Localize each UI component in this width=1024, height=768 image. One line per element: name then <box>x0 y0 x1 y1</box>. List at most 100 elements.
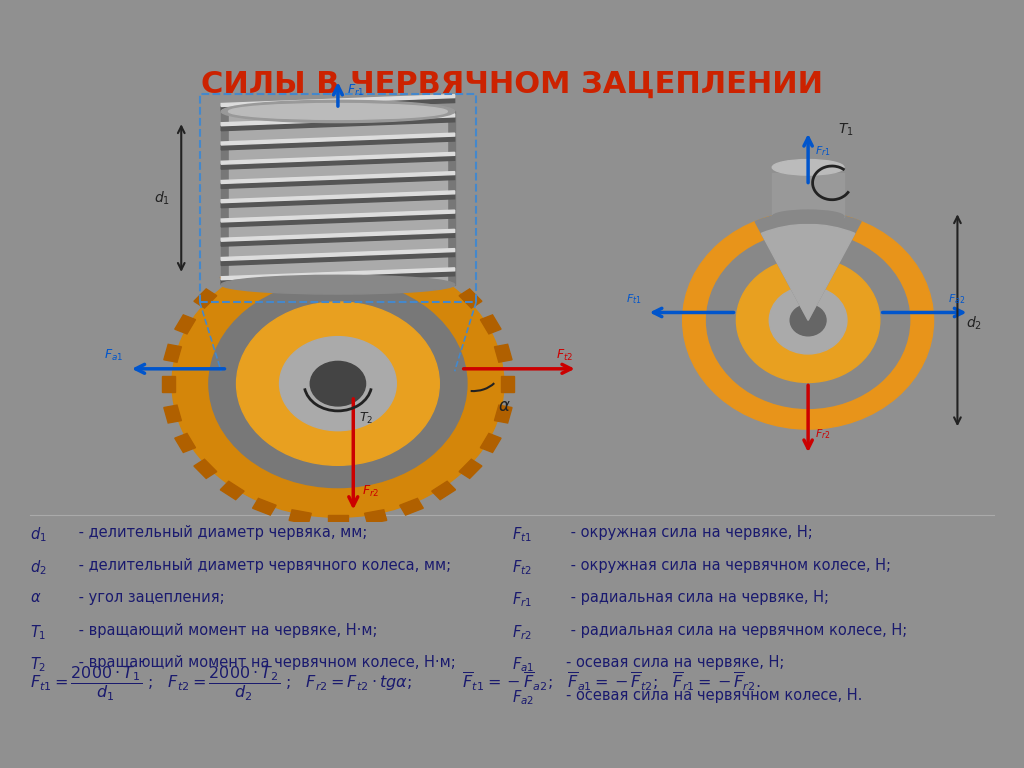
Polygon shape <box>221 194 455 207</box>
Circle shape <box>280 336 396 431</box>
Polygon shape <box>220 268 244 286</box>
Text: - радиальная сила на червяке, Н;: - радиальная сила на червяке, Н; <box>566 591 829 605</box>
Text: $F_{r2}$: $F_{r2}$ <box>512 623 532 641</box>
Polygon shape <box>253 252 276 269</box>
Polygon shape <box>495 344 512 362</box>
Polygon shape <box>289 510 311 524</box>
Text: - делительный диаметр червяка, мм;: - делительный диаметр червяка, мм; <box>74 525 367 541</box>
Text: $T_1$: $T_1$ <box>31 623 47 641</box>
Circle shape <box>683 211 934 429</box>
Polygon shape <box>221 213 455 227</box>
Text: - делительный диаметр червячного колеса, мм;: - делительный диаметр червячного колеса,… <box>74 558 451 573</box>
Polygon shape <box>194 289 217 308</box>
Polygon shape <box>365 510 387 524</box>
Text: - осевая сила на червячном колесе, Н.: - осевая сила на червячном колесе, Н. <box>566 688 862 703</box>
Circle shape <box>769 286 847 354</box>
Bar <box>228 111 447 285</box>
Bar <box>200 94 476 302</box>
Text: - окружная сила на червяке, Н;: - окружная сила на червяке, Н; <box>566 525 813 541</box>
Text: $F_{r1}$: $F_{r1}$ <box>815 144 831 158</box>
Circle shape <box>707 232 909 409</box>
Text: - угол зацепления;: - угол зацепления; <box>74 591 224 605</box>
Text: $F_{t1}$: $F_{t1}$ <box>512 525 531 544</box>
Polygon shape <box>328 515 348 526</box>
Ellipse shape <box>772 160 844 175</box>
Text: $\alpha$: $\alpha$ <box>498 397 510 415</box>
Ellipse shape <box>221 101 455 123</box>
Bar <box>772 173 844 217</box>
Text: $T_2$: $T_2$ <box>31 655 47 674</box>
Polygon shape <box>221 155 455 169</box>
Polygon shape <box>289 243 311 257</box>
Polygon shape <box>164 406 181 423</box>
Polygon shape <box>221 249 455 260</box>
Circle shape <box>736 258 880 382</box>
Bar <box>221 111 455 285</box>
Polygon shape <box>221 133 455 145</box>
Text: $F_{a2}$: $F_{a2}$ <box>948 292 966 306</box>
Wedge shape <box>762 224 855 320</box>
Polygon shape <box>328 242 348 253</box>
Text: СИЛЫ В ЧЕРВЯЧНОМ ЗАЦЕПЛЕНИИ: СИЛЫ В ЧЕРВЯЧНОМ ЗАЦЕПЛЕНИИ <box>201 70 823 98</box>
Text: $d_2$: $d_2$ <box>967 315 982 333</box>
Polygon shape <box>221 271 455 285</box>
Polygon shape <box>221 152 455 164</box>
Text: $F_{r2}$: $F_{r2}$ <box>362 484 380 499</box>
Text: $d_1$: $d_1$ <box>154 190 170 207</box>
Circle shape <box>237 302 439 465</box>
Text: $d_2$: $d_2$ <box>31 558 47 577</box>
Polygon shape <box>221 98 455 111</box>
Text: $F_{a1}$: $F_{a1}$ <box>104 348 124 363</box>
Polygon shape <box>221 114 455 126</box>
Polygon shape <box>221 117 455 131</box>
Polygon shape <box>221 252 455 266</box>
Polygon shape <box>220 482 244 500</box>
Polygon shape <box>432 482 456 500</box>
Polygon shape <box>221 174 455 188</box>
Circle shape <box>209 280 467 488</box>
Polygon shape <box>221 136 455 150</box>
Ellipse shape <box>228 104 447 119</box>
Text: $F_{r1}$: $F_{r1}$ <box>512 591 532 609</box>
Polygon shape <box>221 191 455 203</box>
Polygon shape <box>164 344 181 362</box>
Polygon shape <box>432 268 456 286</box>
Polygon shape <box>480 433 501 452</box>
Text: $F_{t1} = \dfrac{2000 \cdot T_1}{d_1}$ ;   $F_{t2} = \dfrac{2000 \cdot T_2}{d_2}: $F_{t1} = \dfrac{2000 \cdot T_1}{d_1}$ ;… <box>31 665 761 703</box>
Text: $F_{a2}$: $F_{a2}$ <box>512 688 535 707</box>
Text: $F_{r2}$: $F_{r2}$ <box>815 427 831 441</box>
Polygon shape <box>194 459 217 478</box>
Text: $T_2$: $T_2$ <box>359 411 374 426</box>
Text: $T_1$: $T_1$ <box>838 121 854 138</box>
Polygon shape <box>221 171 455 184</box>
Polygon shape <box>399 252 423 269</box>
Text: - радиальная сила на червячном колесе, Н;: - радиальная сила на червячном колесе, Н… <box>566 623 907 637</box>
Circle shape <box>172 250 504 518</box>
Text: $F_{r1}$: $F_{r1}$ <box>347 83 365 98</box>
Text: $\alpha$: $\alpha$ <box>31 591 42 605</box>
Polygon shape <box>480 315 501 334</box>
Polygon shape <box>175 433 196 452</box>
Ellipse shape <box>221 275 455 294</box>
Polygon shape <box>221 230 455 241</box>
Text: $F_{a1}$: $F_{a1}$ <box>512 655 535 674</box>
Circle shape <box>791 305 826 336</box>
Polygon shape <box>365 243 387 257</box>
Text: - осевая сила на червяке, Н;: - осевая сила на червяке, Н; <box>566 655 784 670</box>
Polygon shape <box>162 376 175 392</box>
Text: - вращающий момент на червяке, Н·м;: - вращающий момент на червяке, Н·м; <box>74 623 377 637</box>
Ellipse shape <box>772 210 844 223</box>
Polygon shape <box>175 315 196 334</box>
Polygon shape <box>459 289 482 308</box>
Polygon shape <box>495 406 512 423</box>
Text: $F_{t1}$: $F_{t1}$ <box>626 292 642 306</box>
Polygon shape <box>253 498 276 515</box>
Polygon shape <box>399 498 423 515</box>
Polygon shape <box>221 94 455 107</box>
Polygon shape <box>501 376 514 392</box>
Text: $d_1$: $d_1$ <box>31 525 47 544</box>
Wedge shape <box>755 211 861 320</box>
Text: $F_{t2}$: $F_{t2}$ <box>512 558 531 577</box>
Circle shape <box>310 362 366 406</box>
Polygon shape <box>459 459 482 478</box>
